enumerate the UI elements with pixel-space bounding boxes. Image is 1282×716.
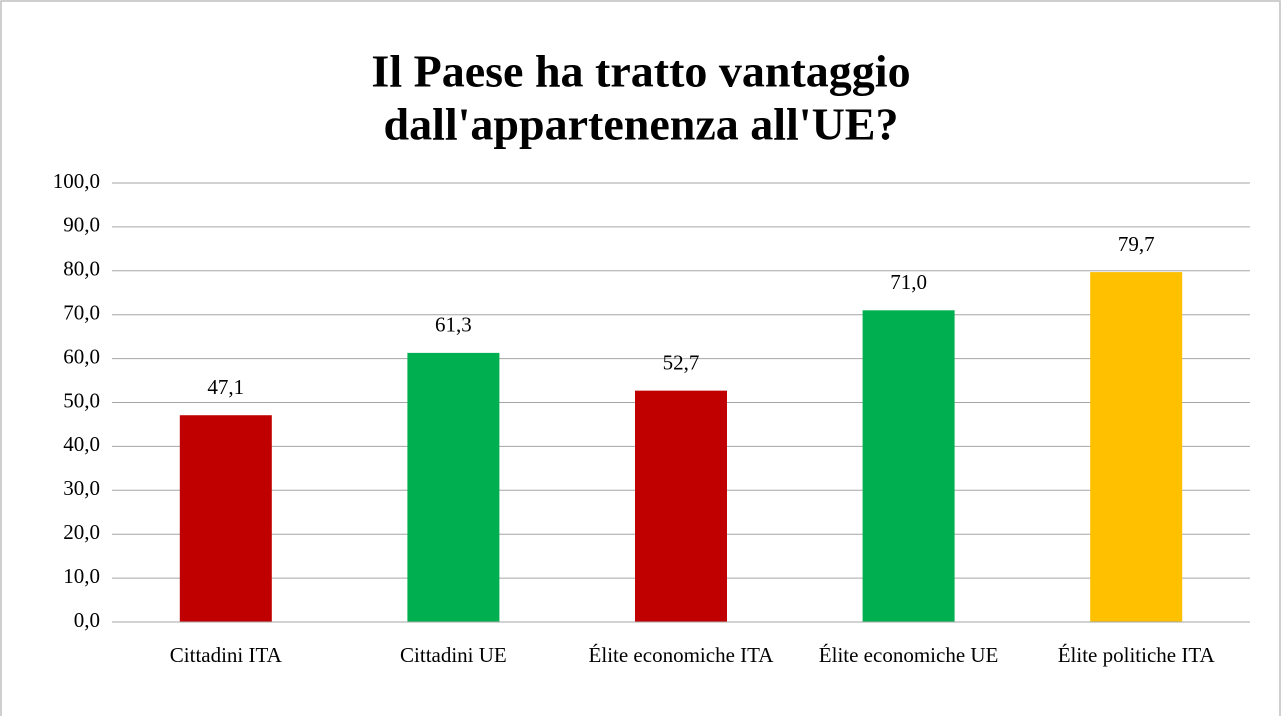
x-tick-label: Cittadini ITA <box>169 643 282 667</box>
data-label: 79,7 <box>1118 232 1155 256</box>
y-tick-label: 100,0 <box>53 169 100 193</box>
x-tick-label: Élite economiche UE <box>818 643 999 667</box>
y-tick-label: 20,0 <box>63 520 100 544</box>
bar <box>179 415 272 622</box>
bar <box>862 310 955 622</box>
data-label: 61,3 <box>435 313 472 337</box>
x-tick-label: Élite economiche ITA <box>588 643 774 667</box>
bar <box>1090 272 1183 622</box>
x-tick-label: Élite politiche ITA <box>1057 643 1215 667</box>
bar <box>635 390 727 622</box>
bar <box>407 352 500 622</box>
y-tick-label: 30,0 <box>63 476 100 500</box>
data-label: 47,1 <box>207 375 244 399</box>
y-tick-label: 50,0 <box>63 388 100 412</box>
y-tick-label: 60,0 <box>63 344 100 368</box>
y-tick-label: 0,0 <box>74 608 100 632</box>
y-tick-label: 80,0 <box>63 257 100 281</box>
chart-title: dall'appartenenza all'UE? <box>384 99 899 150</box>
x-tick-label: Cittadini UE <box>400 643 507 667</box>
y-tick-label: 10,0 <box>63 564 100 588</box>
y-tick-label: 90,0 <box>63 213 100 237</box>
y-tick-label: 40,0 <box>63 432 100 456</box>
data-label: 71,0 <box>890 270 927 294</box>
chart-title: Il Paese ha tratto vantaggio <box>371 46 910 97</box>
y-tick-label: 70,0 <box>63 301 100 325</box>
data-label: 52,7 <box>663 350 700 374</box>
